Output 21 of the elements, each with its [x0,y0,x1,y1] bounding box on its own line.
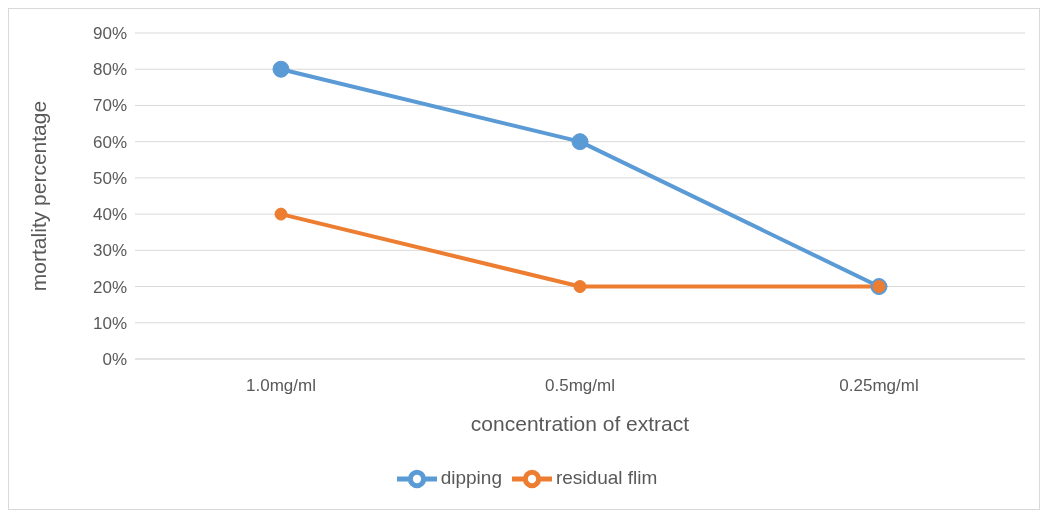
legend-label: residual flim [555,467,658,489]
point [272,60,290,78]
x-tick-label: 0.5mg/ml [545,376,615,396]
y-tick-label: 80% [92,60,127,80]
x-tick-label: 0.25mg/ml [839,376,919,396]
point [573,280,587,294]
y-tick-label: 20% [92,277,127,297]
y-tick-label: 60% [92,132,127,152]
y-tick-label: 70% [92,96,127,116]
y-axis-title: mortality percentage [27,100,51,292]
y-tick-label: 40% [92,205,127,225]
y-tick-label: 50% [92,168,127,188]
point [274,207,288,221]
point [571,133,589,151]
y-tick-label: 90% [92,24,127,44]
y-tick-label: 10% [92,313,127,333]
legend-label: dipping [440,467,502,489]
x-axis-title: concentration of extract [470,412,690,435]
x-tick-label: 1.0mg/ml [246,376,316,396]
y-tick-label: 0% [102,350,127,370]
y-tick-label: 30% [92,241,127,261]
